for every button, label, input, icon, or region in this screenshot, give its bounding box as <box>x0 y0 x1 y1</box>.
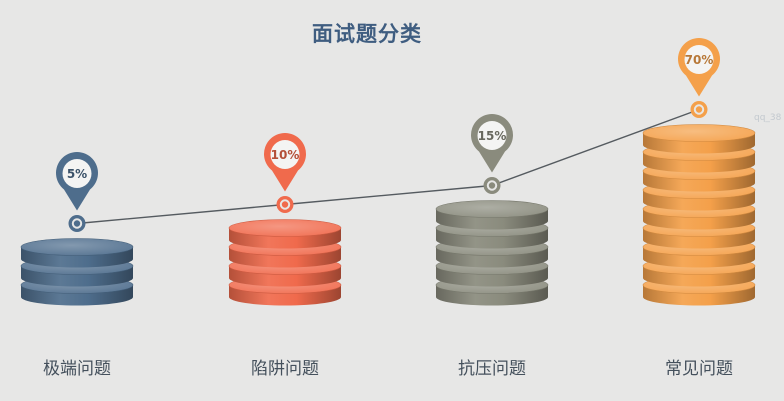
pin-inner-circle <box>62 159 92 188</box>
data-label-4: 70% <box>685 53 714 67</box>
trend-line <box>76 108 700 225</box>
coin-disc-top <box>20 238 134 256</box>
pin-inner-circle <box>477 121 507 150</box>
coin-stack-4 <box>642 124 756 306</box>
coin-stack-1 <box>20 238 134 306</box>
data-label-2: 10% <box>271 148 300 162</box>
chart-title: 面试题分类 <box>312 22 422 46</box>
data-label-1: 5% <box>67 167 87 181</box>
coin-disc-top <box>435 200 549 218</box>
category-label-3: 抗压问题 <box>458 359 526 379</box>
watermark-text: qq_38 <box>754 113 782 123</box>
coin-stack-2 <box>228 219 342 306</box>
anchor-marker-dot <box>281 201 289 208</box>
pin-inner-circle <box>684 45 714 74</box>
coin-disc-top <box>228 219 342 237</box>
anchor-marker-dot <box>695 106 703 113</box>
category-label-1: 极端问题 <box>43 359 111 379</box>
data-label-3: 15% <box>478 129 507 143</box>
category-label-4: 常见问题 <box>665 359 733 379</box>
anchor-marker-dot <box>73 220 81 227</box>
category-label-2: 陷阱问题 <box>251 359 319 379</box>
coin-disc-top <box>642 124 756 142</box>
coin-stack-3 <box>435 200 549 306</box>
pin-inner-circle <box>270 140 300 169</box>
anchor-marker-dot <box>488 182 496 189</box>
